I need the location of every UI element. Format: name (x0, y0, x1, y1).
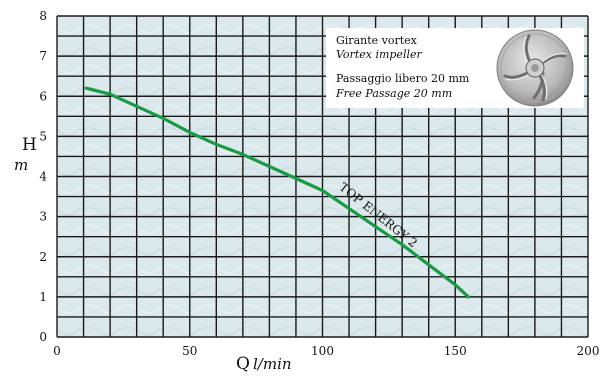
x-axis-unit: l/min (253, 355, 292, 373)
y-tick-label: 2 (39, 250, 47, 264)
tick-label-layer: 0 1 2 3 4 5 6 7 8 0 50 100 150 200 (39, 9, 599, 358)
x-tick-label: 0 (53, 344, 61, 358)
y-tick-label: 1 (39, 290, 47, 304)
y-tick-label: 6 (39, 89, 47, 103)
inset-line-3: Passaggio libero 20 mm (336, 72, 470, 85)
x-axis-symbol: Q (236, 354, 250, 374)
y-tick-label: 4 (39, 170, 47, 184)
x-tick-label: 50 (182, 344, 197, 358)
y-axis-unit: m (14, 156, 28, 174)
inset-line-2: Vortex impeller (336, 48, 422, 61)
x-tick-label: 150 (444, 344, 467, 358)
x-tick-label: 200 (577, 344, 600, 358)
series-curve (84, 86, 471, 299)
inset-line-1: Girante vortex (336, 34, 418, 47)
vortex-impeller-icon (496, 29, 574, 107)
y-tick-label: 8 (39, 9, 47, 23)
impeller-info-box: Girante vortex Vortex impeller Passaggio… (326, 28, 584, 108)
inset-line-4: Free Passage 20 mm (335, 87, 452, 100)
y-tick-label: 7 (39, 49, 47, 63)
y-tick-label: 5 (39, 129, 47, 143)
x-tick-label: 100 (311, 344, 334, 358)
y-tick-label: 0 (39, 330, 47, 344)
y-tick-label: 3 (39, 210, 47, 224)
y-axis-symbol: H (22, 135, 37, 155)
